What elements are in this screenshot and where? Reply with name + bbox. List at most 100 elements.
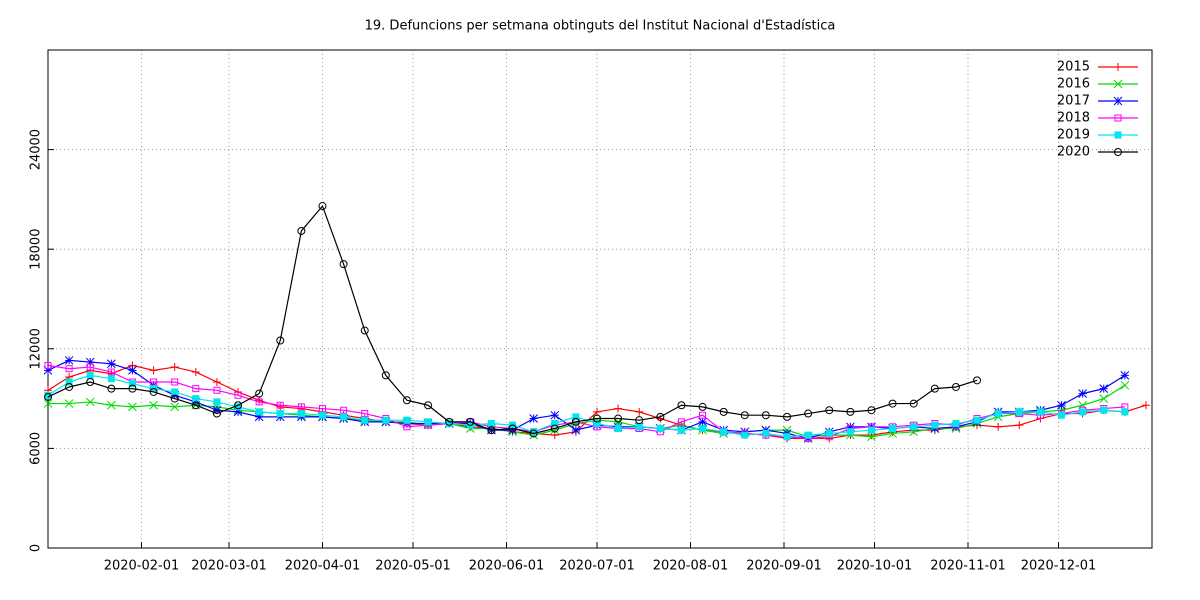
- data-point: [762, 429, 770, 437]
- legend-label: 2017: [1057, 94, 1090, 109]
- data-point: [593, 420, 601, 427]
- marker-shape: [361, 416, 369, 424]
- data-point: [170, 363, 179, 372]
- marker-shape: [508, 424, 517, 433]
- y-tick-label: 6000: [29, 432, 44, 465]
- data-point: [1015, 421, 1024, 430]
- legend-marker: [1113, 79, 1123, 89]
- marker-stroke: [550, 410, 560, 420]
- marker-shape: [909, 399, 918, 408]
- data-point: [191, 368, 200, 377]
- marker-shape: [677, 401, 686, 410]
- data-point: [699, 411, 707, 419]
- marker-shape: [44, 361, 52, 369]
- data-point: [192, 395, 200, 403]
- x-tick-label: 2020-04-01: [285, 559, 361, 574]
- data-point: [297, 410, 305, 418]
- marker-shape: [867, 426, 875, 434]
- marker-stroke: [170, 402, 180, 412]
- data-point: [741, 431, 749, 439]
- x-tick-label: 2020-06-01: [469, 559, 545, 574]
- marker-stroke: [867, 432, 876, 442]
- legend-marker: [1114, 131, 1122, 139]
- data-point: [360, 326, 369, 335]
- data-point: [1015, 408, 1023, 416]
- data-point: [825, 406, 834, 415]
- marker-shape: [699, 424, 707, 432]
- marker-shape: [276, 410, 284, 418]
- marker-shape: [192, 385, 200, 393]
- marker-shape: [318, 202, 327, 211]
- data-point: [149, 366, 158, 375]
- marker-shape: [192, 395, 200, 403]
- data-point: [149, 400, 158, 410]
- marker-shape: [128, 380, 136, 388]
- data-point: [64, 356, 74, 365]
- marker-shape: [930, 384, 939, 393]
- data-point: [106, 400, 116, 410]
- data-point: [340, 413, 348, 421]
- marker-shape: [551, 420, 559, 427]
- data-point: [930, 384, 939, 393]
- data-point: [529, 429, 538, 438]
- data-point: [825, 429, 833, 437]
- data-point: [783, 433, 791, 441]
- marker-shape: [381, 371, 390, 380]
- data-point: [107, 384, 116, 393]
- data-point: [340, 406, 348, 414]
- data-point: [677, 418, 685, 426]
- series-line: [48, 384, 1126, 438]
- data-point: [677, 426, 685, 434]
- marker-shape: [487, 420, 495, 427]
- data-point: [804, 409, 813, 418]
- marker-shape: [107, 375, 115, 383]
- x-tick-label: 2020-12-01: [1021, 559, 1097, 574]
- data-point: [550, 410, 560, 420]
- marker-stroke: [1120, 371, 1130, 380]
- marker-shape: [825, 406, 834, 415]
- marker-shape: [445, 417, 454, 426]
- data-point: [551, 420, 559, 427]
- marker-stroke: [1099, 394, 1109, 403]
- marker-stroke: [43, 399, 53, 408]
- data-point: [255, 398, 263, 406]
- data-point: [761, 411, 770, 420]
- data-point: [846, 428, 854, 436]
- data-point: [1099, 384, 1109, 393]
- marker-shape: [952, 420, 960, 427]
- marker-shape: [297, 403, 305, 411]
- data-point: [43, 399, 53, 408]
- marker-shape: [1079, 408, 1087, 416]
- legend-marker: [1114, 148, 1122, 156]
- x-tick-label: 2020-11-01: [930, 559, 1006, 574]
- marker-shape: [361, 410, 369, 418]
- marker-shape: [719, 407, 728, 416]
- data-point: [635, 416, 644, 425]
- marker-shape: [107, 384, 116, 393]
- data-point: [1121, 408, 1129, 416]
- marker-shape: [635, 423, 643, 431]
- data-point: [85, 397, 95, 407]
- data-point: [1036, 408, 1044, 416]
- data-point: [529, 414, 538, 423]
- data-point: [508, 424, 517, 433]
- marker-shape: [403, 416, 411, 424]
- marker-shape: [740, 411, 749, 420]
- marker-shape: [888, 399, 897, 408]
- data-point: [44, 391, 52, 399]
- data-point: [740, 411, 749, 420]
- data-point: [170, 402, 180, 412]
- data-point: [635, 423, 643, 431]
- data-point: [171, 388, 179, 396]
- marker-shape: [213, 398, 221, 406]
- data-point: [466, 417, 475, 426]
- marker-shape: [804, 409, 813, 418]
- marker-shape: [761, 411, 770, 420]
- series-line: [47, 359, 1126, 440]
- data-point: [699, 424, 707, 432]
- data-point: [318, 411, 326, 419]
- marker-shape: [44, 391, 52, 399]
- data-point: [1120, 380, 1130, 390]
- marker-shape: [424, 418, 432, 426]
- marker-shape: [593, 420, 601, 427]
